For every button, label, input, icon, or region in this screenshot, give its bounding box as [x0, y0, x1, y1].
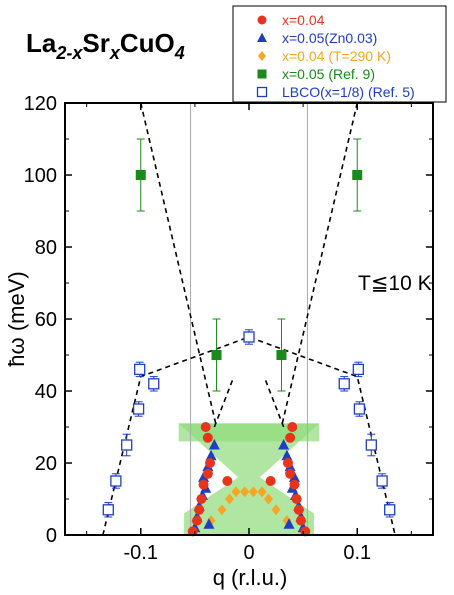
data-point — [194, 504, 205, 515]
data-point — [291, 494, 302, 504]
y-axis-label: ħω (meV) — [4, 271, 29, 366]
data-point — [288, 471, 300, 482]
data-point — [281, 449, 293, 461]
data-point — [285, 468, 296, 479]
data-point — [293, 504, 304, 515]
data-point — [365, 439, 377, 451]
title-part: 2-x — [55, 43, 83, 63]
data-point — [243, 331, 255, 343]
y-tick-label: 60 — [35, 309, 57, 331]
data-point — [285, 432, 296, 443]
data-point — [278, 439, 290, 450]
data-point — [203, 518, 215, 529]
dispersion-line — [280, 103, 359, 428]
data-point — [225, 493, 235, 505]
dispersion-line — [139, 103, 218, 428]
data-point — [205, 458, 216, 468]
data-point — [283, 518, 295, 529]
data-point — [200, 422, 211, 432]
dispersion-lines — [102, 103, 396, 535]
y-tick-label: 0 — [46, 525, 57, 547]
dispersion-line — [263, 376, 285, 428]
data-point — [132, 403, 145, 415]
data-point — [384, 504, 396, 516]
legend-label: LBCO(x=1/8) (Ref. 5) — [282, 84, 415, 100]
data-point — [353, 403, 366, 415]
x-tick-label: -0.1 — [124, 542, 158, 564]
legend-marker — [257, 15, 267, 25]
data-point — [205, 449, 217, 461]
data-point — [208, 439, 220, 450]
title-part: La — [26, 28, 57, 58]
data-point — [376, 475, 388, 487]
chart-title: La2-xSrxCuO4 — [26, 28, 185, 63]
x-tick-label: 0 — [243, 542, 254, 564]
legend-label: x=0.05 (Ref. 9) — [282, 66, 375, 82]
data-point — [248, 486, 258, 498]
data-point — [198, 479, 209, 490]
data-point — [134, 363, 146, 376]
green-region — [178, 423, 320, 535]
data-point — [352, 363, 364, 376]
x-axis-label: q (r.l.u.) — [213, 565, 288, 590]
data-point — [289, 479, 300, 490]
data-point — [231, 486, 241, 498]
legend-label: x=0.04 — [282, 12, 325, 28]
legend-marker — [256, 86, 268, 98]
y-tick-label: 100 — [24, 165, 57, 187]
data-point — [110, 475, 122, 487]
data-point — [257, 486, 267, 498]
data-point — [271, 504, 281, 516]
data-point — [287, 422, 298, 432]
data-point — [196, 494, 207, 504]
data-point — [135, 170, 146, 180]
data-point — [295, 515, 306, 526]
data-point — [263, 493, 273, 505]
data-point — [202, 468, 213, 479]
legend-box — [232, 5, 447, 103]
data-point — [240, 486, 250, 498]
data-point — [202, 432, 213, 443]
data-point — [211, 350, 222, 360]
legend-label: x=0.05(Zn0.03) — [282, 30, 377, 46]
annotation: T≦10 K — [358, 272, 432, 295]
title-part: CuO — [120, 28, 175, 58]
data-point — [217, 504, 227, 516]
legend-marker — [257, 69, 267, 79]
title-part: Sr — [82, 28, 109, 58]
y-tick-label: 40 — [35, 381, 57, 403]
legend-label: x=0.04 (T=290 K) — [282, 48, 391, 64]
vertical-lines — [190, 103, 308, 535]
data-point — [276, 350, 287, 360]
green-region-shape — [178, 423, 320, 535]
data-point — [352, 170, 363, 180]
data-point — [222, 476, 233, 486]
data-point — [198, 471, 210, 482]
y-tick-label: 20 — [35, 453, 57, 475]
data-point — [102, 504, 114, 516]
legend: x=0.04 x=0.05(Zn0.03) x=0.04 (T=290 K) x=0.… — [232, 5, 447, 103]
data-point — [338, 378, 350, 390]
axes: 0 20 40 60 80 100 120 -0.1 0 0.1 — [24, 93, 433, 564]
y-tick-label: 80 — [35, 237, 57, 259]
x-tick-label: 0.1 — [343, 542, 371, 564]
dispersion-line — [213, 376, 235, 428]
title-part: x — [109, 43, 121, 63]
data-point — [148, 378, 160, 390]
legend-marker — [257, 32, 267, 43]
dispersion-line — [102, 336, 396, 535]
data-point — [265, 476, 276, 486]
data-point — [282, 458, 293, 468]
legend-marker — [257, 51, 267, 61]
title-part: 4 — [174, 43, 185, 63]
y-tick-label: 120 — [24, 93, 57, 115]
data-point — [192, 515, 203, 526]
data-point — [121, 439, 133, 451]
